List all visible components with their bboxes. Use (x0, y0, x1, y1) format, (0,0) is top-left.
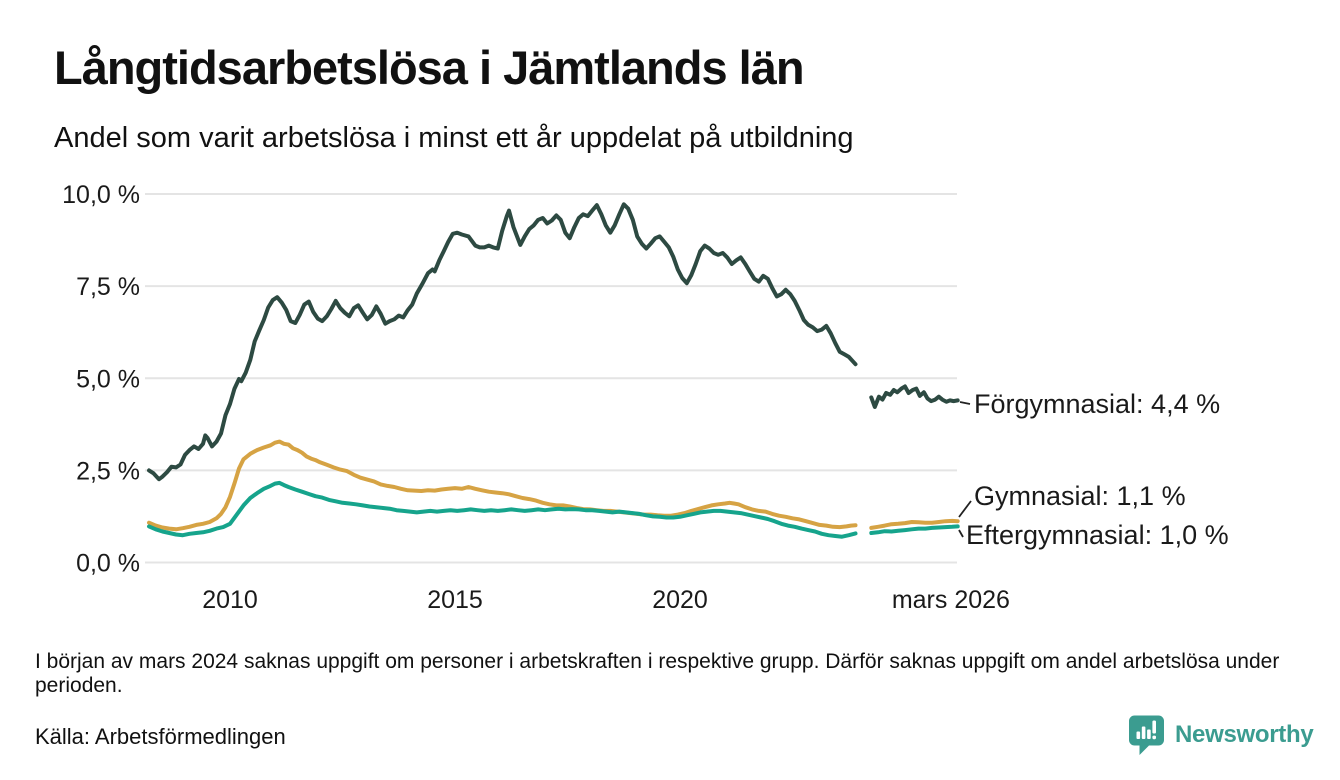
x-tick-label: 2015 (427, 586, 483, 614)
page-title: Långtidsarbetslösa i Jämtlands län (54, 41, 805, 94)
source-text: Källa: Arbetsförmedlingen (35, 724, 286, 749)
brand: Newsworthy (1127, 713, 1314, 757)
logo-bar-2 (1141, 726, 1146, 739)
annotation-connector (958, 500, 972, 518)
series-line-gymnasial (147, 439, 858, 532)
series-line-eftergymnasial (869, 524, 960, 535)
page-subtitle: Andel som varit arbetslösa i minst ett å… (54, 122, 854, 154)
logo-exclamation-dot (1152, 735, 1156, 740)
logo-bar-1 (1136, 731, 1141, 739)
series-end-label: Gymnasial: 1,1 % (974, 481, 1186, 511)
x-tick-label: 2020 (652, 586, 708, 614)
annotation-connector (958, 529, 964, 538)
y-tick-label: 5,0 % (76, 365, 140, 393)
annotation-connector (959, 401, 971, 405)
y-tick-label: 0,0 % (76, 550, 140, 578)
y-tick-label: 7,5 % (76, 273, 140, 301)
brand-name: Newsworthy (1175, 721, 1314, 748)
newsworthy-logo-icon (1129, 715, 1164, 755)
footnote: I början av mars 2024 saknas uppgift om … (35, 650, 1280, 698)
series-line-förgymnasial (869, 384, 960, 409)
logo-exclamation-bar (1152, 720, 1156, 734)
series-line-förgymnasial (147, 202, 858, 482)
x-tick-label: mars 2026 (892, 586, 1010, 614)
y-tick-label: 10,0 % (62, 181, 140, 209)
x-tick-label: 2010 (202, 586, 258, 614)
logo-bar-3 (1147, 729, 1151, 739)
series-line-eftergymnasial (147, 480, 858, 539)
series-end-label: Eftergymnasial: 1,0 % (966, 520, 1229, 550)
series-line-gymnasial (869, 518, 960, 530)
logo-bubble-shape (1129, 715, 1164, 755)
y-tick-label: 2,5 % (76, 457, 140, 485)
series-end-label: Förgymnasial: 4,4 % (974, 389, 1220, 419)
